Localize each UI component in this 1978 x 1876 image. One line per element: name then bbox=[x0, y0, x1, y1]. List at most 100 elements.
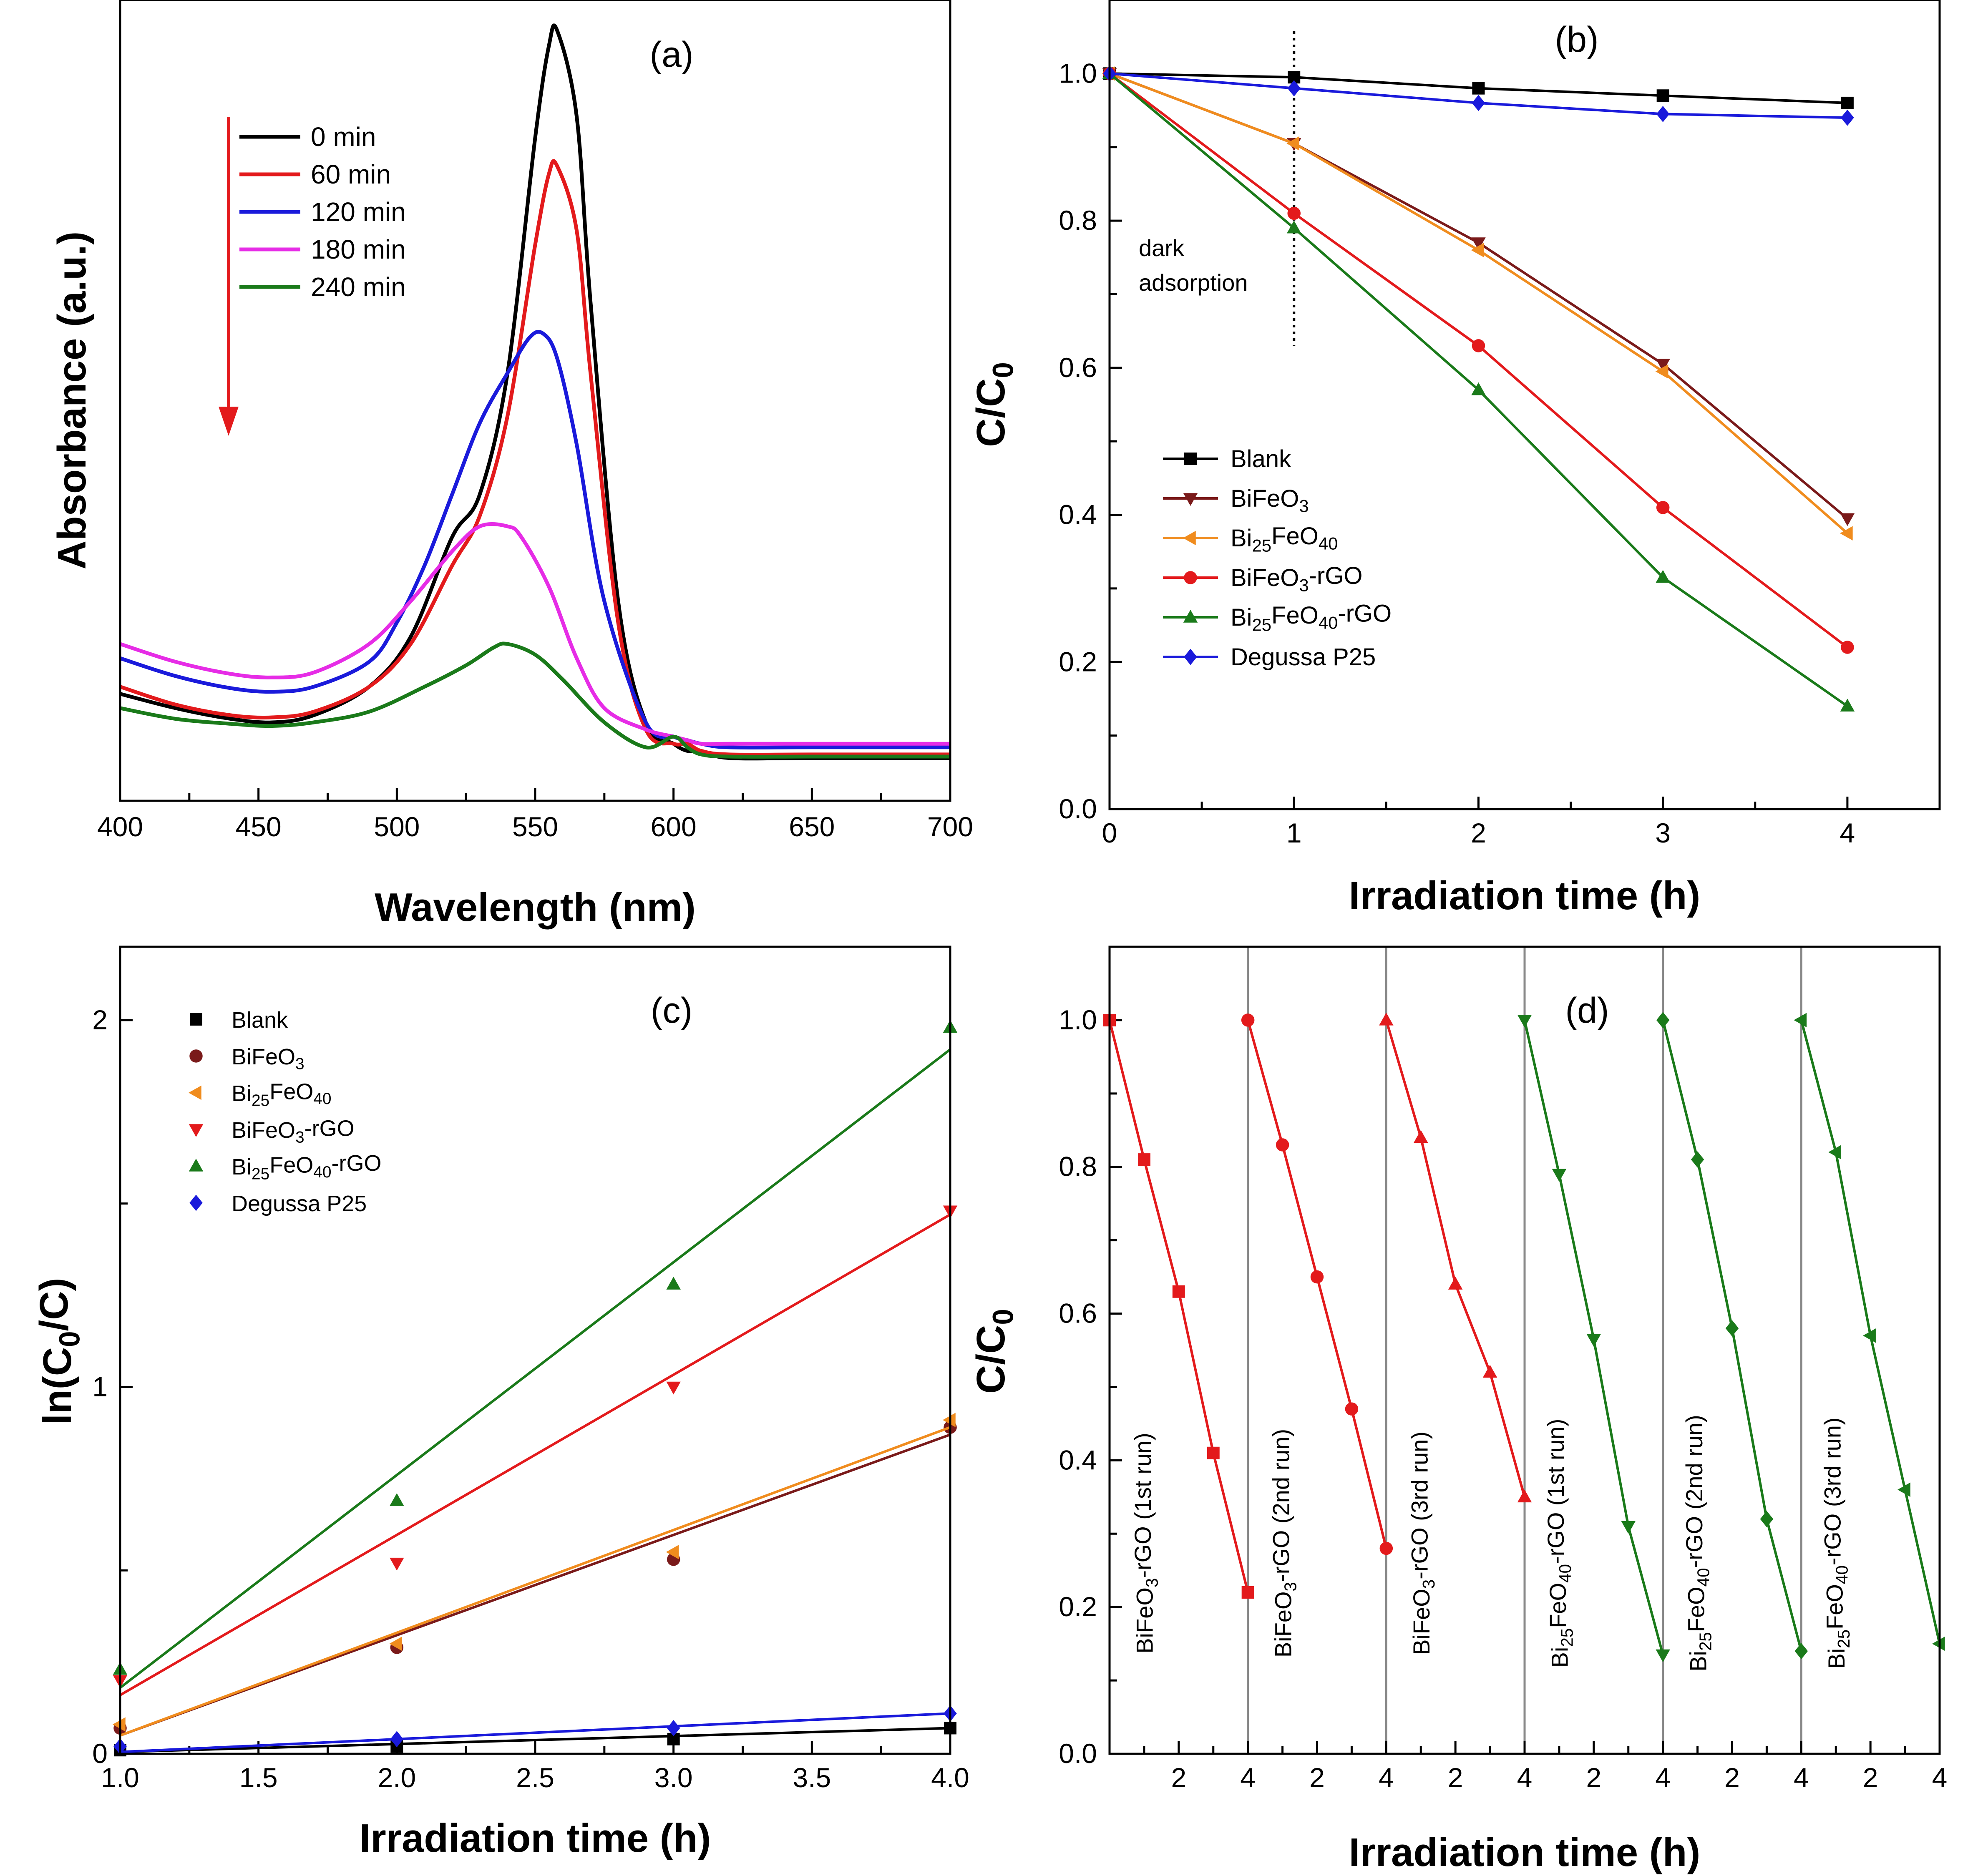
data-point bbox=[1517, 1015, 1532, 1028]
text-span: 3 bbox=[295, 1055, 305, 1073]
panel-d: 2 4 2 4 2 4 2 4 2 4 2 40.00.20.40.60.81.0BiFeO3-rGO… bbox=[969, 946, 1948, 1875]
data-point bbox=[390, 1493, 404, 1506]
legend-label: Bi25FeO40-rGO bbox=[1231, 600, 1392, 634]
data-point bbox=[1656, 1012, 1670, 1029]
text-span: 0 bbox=[53, 1331, 86, 1347]
legend-label: Blank bbox=[232, 1008, 288, 1033]
legend: Blank BiFeO3 Bi25FeO40 BiFeO3-rGO Bi25FeO40-… bbox=[189, 1008, 382, 1216]
data-point bbox=[1586, 1334, 1601, 1347]
x-axis-title: Irradiation time (h) bbox=[1349, 873, 1701, 918]
x-tick-label: 2 bbox=[1448, 1762, 1463, 1793]
data-point bbox=[1517, 1489, 1532, 1503]
data-point bbox=[1897, 1482, 1910, 1497]
x-tick-label: 450 bbox=[236, 811, 282, 842]
text-span: -rGO (1st run) bbox=[1130, 1433, 1156, 1578]
data-point bbox=[1552, 1169, 1567, 1182]
y-tick-label: 0.4 bbox=[1059, 499, 1097, 530]
text-span: 40 bbox=[313, 1090, 331, 1108]
data-point bbox=[1656, 89, 1669, 102]
fit-line bbox=[119, 1213, 951, 1696]
series-line bbox=[1109, 72, 1848, 649]
x-tick-label: 1 bbox=[1286, 817, 1302, 848]
y-tick-label: 0.6 bbox=[1059, 352, 1097, 383]
data-point bbox=[1414, 1130, 1428, 1143]
series-line bbox=[1109, 72, 1848, 534]
y-tick-label: 0.0 bbox=[1059, 793, 1097, 824]
data-point bbox=[1137, 1153, 1150, 1166]
data-point bbox=[1691, 1151, 1704, 1168]
x-tick-label: 3.5 bbox=[793, 1762, 831, 1793]
legend-marker bbox=[1183, 610, 1198, 623]
legend-marker bbox=[190, 1013, 202, 1026]
x-tick-label: 1.5 bbox=[239, 1762, 278, 1793]
plot-frame bbox=[1108, 0, 1941, 810]
data-point bbox=[1310, 1270, 1324, 1284]
text-span: BiFeO bbox=[1231, 564, 1299, 591]
legend-label: 120 min bbox=[311, 197, 406, 227]
legend-label: 180 min bbox=[311, 234, 406, 264]
y-tick-label: 1.0 bbox=[1059, 1004, 1097, 1035]
plot-frame bbox=[119, 946, 951, 1755]
x-tick-label: 2 bbox=[1171, 1762, 1186, 1793]
annotation-line1: dark bbox=[1139, 235, 1185, 261]
legend: BlankBiFeO3Bi25FeO40BiFeO3-rGOBi25FeO40-… bbox=[1163, 445, 1392, 671]
text-span: Degussa P25 bbox=[232, 1191, 367, 1216]
y-tick-label: 0 bbox=[92, 1738, 108, 1769]
x-tick-label: 4 bbox=[1932, 1762, 1948, 1793]
panel-b: 0 1 2 3 4 0.0 0.2 0.4 0.6 0.8 1.0 dark adsorption Irr… bbox=[969, 0, 1941, 918]
legend-label: 60 min bbox=[311, 159, 391, 189]
text-span: BiFeO bbox=[1270, 1591, 1296, 1657]
plot-frame bbox=[1108, 946, 1941, 1755]
legend: 0 min 60 min 120 min 180 min 240 min bbox=[239, 122, 406, 302]
text-span: Blank bbox=[1231, 445, 1291, 473]
legend-marker bbox=[189, 1195, 203, 1211]
text-span: 3 bbox=[1143, 1578, 1162, 1587]
data-point bbox=[1287, 80, 1301, 97]
data-point bbox=[1482, 1365, 1497, 1378]
legend-label: Bi25FeO40-rGO bbox=[232, 1151, 382, 1183]
legend-label: Bi25FeO40 bbox=[232, 1079, 332, 1109]
data-point bbox=[1287, 206, 1301, 220]
fit-line bbox=[119, 1426, 951, 1737]
panel-label: (b) bbox=[1555, 20, 1598, 60]
panel-label: (d) bbox=[1565, 991, 1609, 1031]
y-tick-label: 0.2 bbox=[1059, 1591, 1097, 1622]
legend-marker bbox=[189, 1049, 203, 1063]
legend-marker bbox=[1184, 649, 1197, 665]
legend-marker bbox=[1184, 571, 1197, 584]
text-span: FeO bbox=[1545, 1583, 1571, 1628]
data-point bbox=[1725, 1320, 1739, 1337]
spectrum-line-180-min bbox=[119, 522, 950, 746]
x-tick-label: 0 bbox=[1102, 817, 1117, 848]
text-span: -rGO (2nd run) bbox=[1268, 1429, 1294, 1582]
legend-label: BiFeO3 bbox=[232, 1044, 305, 1073]
legend-label: BiFeO3-rGO bbox=[232, 1116, 355, 1146]
fit-line bbox=[120, 1727, 951, 1753]
data-point bbox=[1932, 1636, 1945, 1651]
y-tick-label: 0.8 bbox=[1059, 205, 1097, 236]
text-span: Blank bbox=[232, 1008, 288, 1033]
y-axis-title: ln(C0/C) bbox=[32, 1277, 86, 1425]
text-span: Bi bbox=[1823, 1648, 1850, 1669]
text-span: 25 bbox=[1558, 1628, 1577, 1647]
data-point bbox=[390, 1557, 404, 1571]
x-tick-label: 400 bbox=[97, 811, 143, 842]
text-span: 40 bbox=[1694, 1568, 1713, 1587]
data-point bbox=[1286, 136, 1299, 151]
legend-marker bbox=[1184, 453, 1197, 465]
series-line bbox=[1385, 1020, 1526, 1498]
data-point bbox=[1840, 513, 1855, 526]
data-point bbox=[1471, 382, 1486, 395]
text-span: 25 bbox=[252, 1165, 269, 1183]
text-span: Bi bbox=[1231, 525, 1252, 552]
x-axis-title: Irradiation time (h) bbox=[1349, 1830, 1701, 1875]
legend-marker bbox=[1183, 493, 1198, 506]
x-tick-label: 500 bbox=[374, 811, 420, 842]
run-label: Bi25FeO40-rGO (3rd run) bbox=[1819, 1417, 1854, 1669]
text-span: 40 bbox=[313, 1163, 331, 1181]
x-tick-label: 2.0 bbox=[377, 1762, 416, 1793]
x-tick-label: 1.0 bbox=[101, 1762, 139, 1793]
run-label: Bi25FeO40-rGO (1st run) bbox=[1543, 1419, 1577, 1668]
legend-label: 0 min bbox=[311, 122, 376, 152]
text-span: 40 bbox=[1832, 1565, 1851, 1584]
